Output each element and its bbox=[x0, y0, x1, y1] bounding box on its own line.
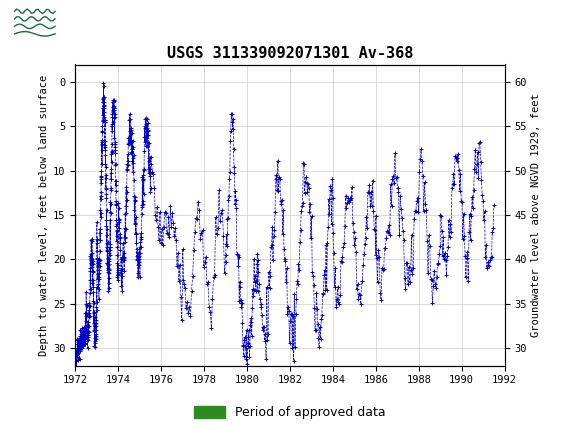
Y-axis label: Groundwater level above NGVD 1929, feet: Groundwater level above NGVD 1929, feet bbox=[531, 93, 541, 337]
Text: USGS: USGS bbox=[64, 13, 124, 32]
FancyBboxPatch shape bbox=[12, 7, 58, 38]
Text: USGS 311339092071301 Av-368: USGS 311339092071301 Av-368 bbox=[167, 46, 413, 61]
Legend: Period of approved data: Period of approved data bbox=[189, 401, 391, 424]
Y-axis label: Depth to water level, feet below land surface: Depth to water level, feet below land su… bbox=[39, 74, 49, 356]
